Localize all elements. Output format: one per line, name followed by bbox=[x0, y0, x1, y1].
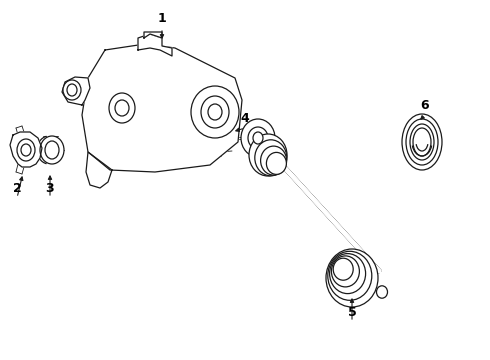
Ellipse shape bbox=[333, 258, 353, 280]
Ellipse shape bbox=[201, 96, 229, 128]
Text: 3: 3 bbox=[46, 181, 54, 194]
Ellipse shape bbox=[255, 140, 287, 176]
Ellipse shape bbox=[249, 134, 287, 176]
Ellipse shape bbox=[45, 141, 59, 159]
Text: 4: 4 bbox=[241, 112, 249, 125]
Ellipse shape bbox=[109, 93, 135, 123]
Polygon shape bbox=[82, 44, 242, 172]
Ellipse shape bbox=[267, 152, 286, 174]
Ellipse shape bbox=[241, 119, 275, 157]
Ellipse shape bbox=[402, 114, 442, 170]
Ellipse shape bbox=[328, 251, 372, 300]
Text: 5: 5 bbox=[347, 306, 356, 319]
Ellipse shape bbox=[191, 86, 239, 138]
Polygon shape bbox=[284, 167, 381, 273]
Ellipse shape bbox=[410, 124, 434, 160]
Ellipse shape bbox=[406, 119, 438, 165]
Ellipse shape bbox=[17, 139, 35, 161]
Ellipse shape bbox=[413, 128, 431, 156]
Ellipse shape bbox=[63, 80, 81, 100]
Ellipse shape bbox=[261, 146, 287, 175]
Polygon shape bbox=[144, 32, 162, 38]
Ellipse shape bbox=[67, 84, 77, 96]
Ellipse shape bbox=[40, 136, 64, 164]
Ellipse shape bbox=[21, 144, 31, 156]
Polygon shape bbox=[86, 152, 112, 188]
Ellipse shape bbox=[115, 100, 129, 116]
Text: 6: 6 bbox=[421, 99, 429, 112]
Ellipse shape bbox=[326, 249, 378, 307]
Ellipse shape bbox=[253, 132, 263, 144]
Polygon shape bbox=[62, 77, 90, 105]
Polygon shape bbox=[10, 132, 42, 167]
Ellipse shape bbox=[248, 127, 268, 149]
Polygon shape bbox=[138, 34, 172, 56]
Text: 2: 2 bbox=[13, 181, 22, 194]
Text: 1: 1 bbox=[158, 12, 167, 24]
Ellipse shape bbox=[331, 256, 359, 287]
Ellipse shape bbox=[376, 286, 388, 298]
Ellipse shape bbox=[330, 253, 366, 294]
Ellipse shape bbox=[208, 104, 222, 120]
